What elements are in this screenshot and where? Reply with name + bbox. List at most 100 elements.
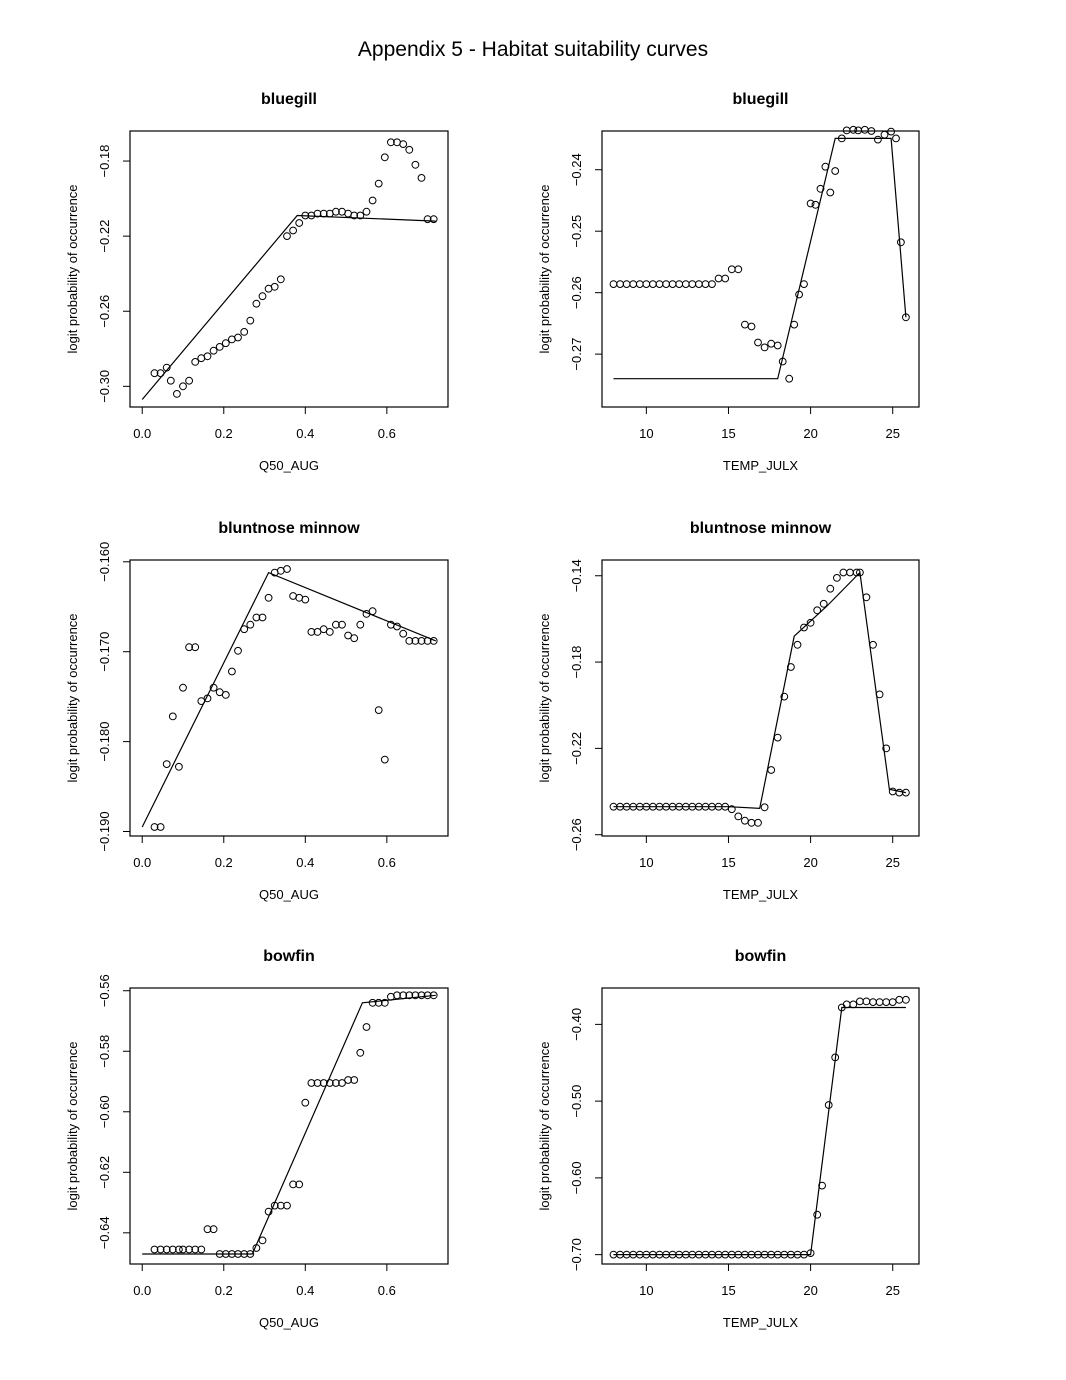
- data-point: [276, 1201, 285, 1210]
- data-point: [240, 328, 249, 336]
- data-point: [203, 694, 212, 703]
- data-point: [332, 620, 340, 629]
- data-point: [411, 991, 420, 1000]
- y-tick-label: −0.62: [97, 1156, 112, 1189]
- data-point: [374, 998, 383, 1007]
- panel-bluntnose-q50: bluntnose minnow 0.0 0.2 0.4 0.6 −0.190 −0.180…: [65, 520, 449, 902]
- x-tick-label: 15: [721, 855, 735, 870]
- data-point: [399, 140, 408, 149]
- data-point: [344, 1076, 353, 1084]
- data-point: [874, 135, 882, 144]
- data-point: [417, 637, 426, 645]
- y-tick-label: −0.26: [569, 818, 584, 851]
- y-tick-label: −0.25: [569, 215, 584, 248]
- y-axis-label: logit probability of occurrence: [65, 1041, 80, 1210]
- data-point: [264, 1207, 273, 1216]
- y-tick-label: −0.60: [97, 1095, 112, 1128]
- data-point: [895, 788, 904, 797]
- x-axis-label: Q50_AUG: [259, 458, 319, 473]
- data-point: [393, 622, 401, 631]
- y-tick-label: −0.170: [97, 632, 112, 672]
- data-point: [622, 280, 631, 289]
- y-tick-label: −0.14: [569, 559, 584, 592]
- data-point: [295, 1180, 304, 1189]
- data-point: [609, 280, 618, 289]
- data-point: [221, 339, 230, 348]
- data-point: [806, 618, 815, 627]
- data-point: [380, 153, 389, 162]
- data-point: [423, 637, 432, 645]
- data-point: [264, 593, 273, 602]
- y-tick-label: −0.26: [569, 276, 584, 309]
- panel-title: bluegill: [733, 91, 789, 108]
- y-tick-label: −0.64: [97, 1216, 112, 1249]
- data-point: [778, 357, 787, 366]
- data-point: [767, 766, 776, 774]
- data-point: [852, 568, 861, 577]
- data-point: [754, 338, 762, 347]
- fitted-line: [613, 1006, 906, 1256]
- data-point: [356, 1048, 365, 1057]
- data-point: [839, 568, 848, 577]
- data-point: [862, 593, 871, 602]
- y-tick-label: −0.22: [569, 732, 584, 765]
- data-point: [270, 282, 279, 291]
- data-point: [642, 280, 651, 289]
- data-point: [813, 606, 822, 615]
- data-point: [246, 316, 255, 325]
- data-point: [374, 179, 383, 188]
- y-axis-label: logit probability of occurrence: [65, 613, 80, 782]
- plot-frame: [601, 987, 920, 1265]
- data-point: [875, 690, 884, 699]
- data-point: [185, 376, 194, 385]
- data-point: [741, 816, 749, 825]
- data-point: [800, 623, 808, 632]
- data-point: [668, 280, 677, 289]
- panel-title: bowfin: [735, 948, 787, 965]
- data-point: [162, 760, 171, 768]
- data-point: [393, 991, 401, 1000]
- data-point: [387, 138, 395, 147]
- y-tick-label: −0.18: [97, 145, 112, 178]
- data-point: [191, 643, 200, 652]
- data-point: [258, 292, 267, 301]
- x-tick-label: 0.2: [215, 426, 233, 441]
- data-point: [399, 991, 408, 1000]
- y-tick-label: −0.30: [97, 370, 112, 403]
- data-point: [399, 629, 408, 638]
- data-point: [882, 998, 891, 1006]
- data-point: [405, 991, 414, 1000]
- data-point: [869, 640, 877, 649]
- x-axis-label: TEMP_JULX: [723, 458, 798, 473]
- x-tick-label: 25: [885, 855, 899, 870]
- data-point: [837, 134, 846, 143]
- data-point: [721, 802, 730, 811]
- data-point: [228, 667, 236, 676]
- data-point: [662, 280, 670, 289]
- data-point: [301, 1098, 310, 1107]
- data-point: [319, 1079, 328, 1087]
- data-point: [747, 818, 756, 827]
- data-point: [793, 640, 802, 649]
- fitted-line: [142, 994, 436, 1255]
- x-tick-label: 0.4: [296, 426, 314, 441]
- data-point: [179, 683, 187, 692]
- data-point: [902, 313, 910, 322]
- data-point: [747, 322, 756, 331]
- data-point: [368, 196, 377, 205]
- data-point: [411, 637, 420, 645]
- data-point: [356, 211, 365, 220]
- data-point: [629, 280, 638, 289]
- data-point: [795, 290, 803, 299]
- data-point: [179, 382, 187, 391]
- data-point: [283, 1201, 291, 1210]
- data-point: [240, 1250, 249, 1258]
- x-tick-label: 0.6: [378, 1283, 396, 1298]
- data-point: [727, 805, 736, 814]
- data-point: [162, 363, 171, 372]
- data-point: [882, 744, 891, 753]
- data-point: [760, 343, 769, 352]
- y-tick-label: −0.180: [97, 722, 112, 762]
- x-axis-label: Q50_AUG: [259, 1315, 319, 1330]
